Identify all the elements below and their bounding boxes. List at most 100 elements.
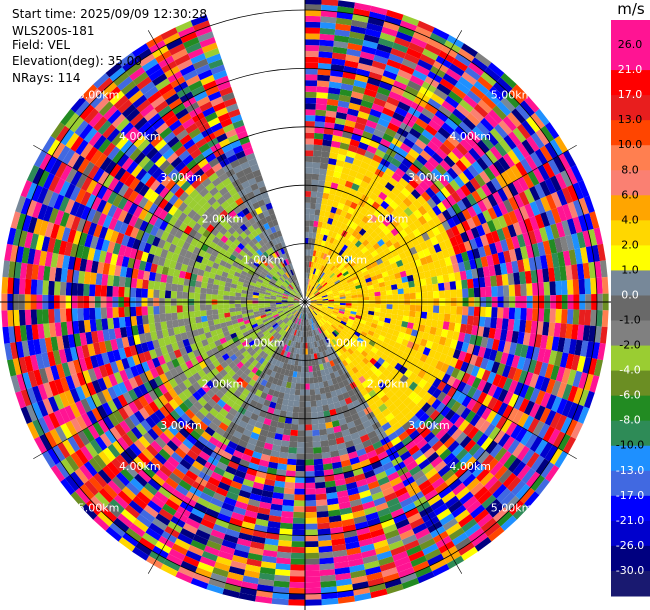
velocity-cell xyxy=(235,369,244,377)
velocity-cell xyxy=(357,353,366,361)
velocity-cell xyxy=(361,130,374,140)
velocity-cell xyxy=(511,355,521,369)
velocity-cell xyxy=(242,316,250,322)
velocity-cell xyxy=(294,389,301,396)
velocity-cell xyxy=(128,460,143,474)
velocity-cell xyxy=(242,313,249,318)
velocity-cell xyxy=(224,390,234,399)
velocity-cell xyxy=(317,68,331,76)
velocity-cell xyxy=(318,320,323,326)
velocity-cell xyxy=(295,476,305,483)
velocity-cell xyxy=(232,275,240,282)
velocity-cell xyxy=(320,258,325,265)
velocity-cell xyxy=(369,238,378,247)
velocity-cell xyxy=(443,139,456,152)
velocity-cell xyxy=(92,167,105,183)
velocity-cell xyxy=(236,464,249,474)
velocity-cell xyxy=(117,513,133,528)
velocity-cell xyxy=(310,249,314,256)
velocity-cell xyxy=(371,279,379,285)
velocity-cell xyxy=(292,323,297,330)
velocity-cell xyxy=(58,196,70,212)
velocity-cell xyxy=(339,292,346,296)
velocity-cell xyxy=(309,293,314,298)
velocity-cell xyxy=(435,402,447,414)
velocity-cell xyxy=(329,372,336,380)
velocity-cell xyxy=(529,216,540,231)
velocity-cell xyxy=(54,322,62,337)
velocity-cell xyxy=(324,286,331,291)
velocity-cell xyxy=(300,307,303,313)
velocity-cell xyxy=(338,249,345,256)
velocity-cell xyxy=(298,324,302,331)
velocity-cell xyxy=(238,277,245,283)
velocity-cell xyxy=(225,320,233,327)
velocity-cell xyxy=(119,222,129,235)
velocity-cell xyxy=(222,588,240,599)
velocity-cell xyxy=(72,320,80,335)
velocity-cell xyxy=(317,346,323,353)
velocity-cell xyxy=(394,324,402,332)
velocity-cell xyxy=(305,138,314,145)
velocity-cell xyxy=(333,370,340,378)
velocity-cell xyxy=(350,272,358,279)
velocity-cell xyxy=(477,99,493,114)
velocity-cell xyxy=(328,302,335,305)
velocity-cell xyxy=(263,399,271,407)
velocity-cell xyxy=(455,187,467,200)
velocity-cell xyxy=(210,376,220,386)
velocity-cell xyxy=(26,199,37,217)
velocity-cell xyxy=(153,281,161,290)
velocity-cell xyxy=(21,372,32,390)
velocity-cell xyxy=(496,487,512,503)
velocity-cell xyxy=(294,304,300,307)
velocity-cell xyxy=(316,314,322,320)
velocity-cell xyxy=(154,436,167,449)
velocity-cell xyxy=(431,424,443,436)
velocity-cell xyxy=(265,381,272,389)
velocity-cell xyxy=(523,218,534,233)
velocity-cell xyxy=(89,439,103,455)
velocity-cell xyxy=(319,319,325,325)
velocity-cell xyxy=(297,312,301,319)
velocity-cell xyxy=(408,316,415,324)
velocity-cell xyxy=(480,71,497,87)
velocity-cell xyxy=(405,425,417,436)
velocity-cell xyxy=(412,273,420,281)
velocity-cell xyxy=(248,356,256,364)
velocity-cell xyxy=(233,271,241,278)
velocity-cell xyxy=(490,177,503,191)
velocity-cell xyxy=(179,347,188,356)
velocity-cell xyxy=(368,583,386,593)
velocity-cell xyxy=(294,482,305,489)
velocity-cell xyxy=(503,341,512,354)
velocity-cell xyxy=(380,518,396,529)
velocity-cell xyxy=(472,446,486,461)
velocity-cell xyxy=(322,297,329,300)
velocity-cell xyxy=(407,363,417,373)
velocity-cell xyxy=(203,251,212,260)
velocity-cell xyxy=(421,129,435,141)
velocity-cell xyxy=(153,397,164,410)
velocity-cell xyxy=(485,286,492,297)
velocity-cell xyxy=(120,450,134,465)
velocity-cell xyxy=(203,344,212,353)
velocity-cell xyxy=(259,350,266,358)
velocity-cell xyxy=(438,305,446,314)
velocity-cell xyxy=(20,389,32,407)
velocity-cell xyxy=(441,209,452,221)
velocity-cell xyxy=(251,264,258,271)
velocity-cell xyxy=(458,419,470,432)
velocity-cell xyxy=(435,190,447,202)
velocity-cell xyxy=(354,122,366,131)
velocity-cell xyxy=(202,486,216,498)
velocity-cell xyxy=(408,550,425,562)
velocity-cell xyxy=(303,313,305,320)
velocity-cell xyxy=(409,74,425,87)
velocity-cell xyxy=(134,473,148,487)
velocity-cell xyxy=(471,532,488,547)
velocity-cell xyxy=(403,387,414,397)
velocity-cell xyxy=(529,373,540,388)
velocity-cell xyxy=(374,377,383,386)
velocity-cell xyxy=(101,239,110,252)
